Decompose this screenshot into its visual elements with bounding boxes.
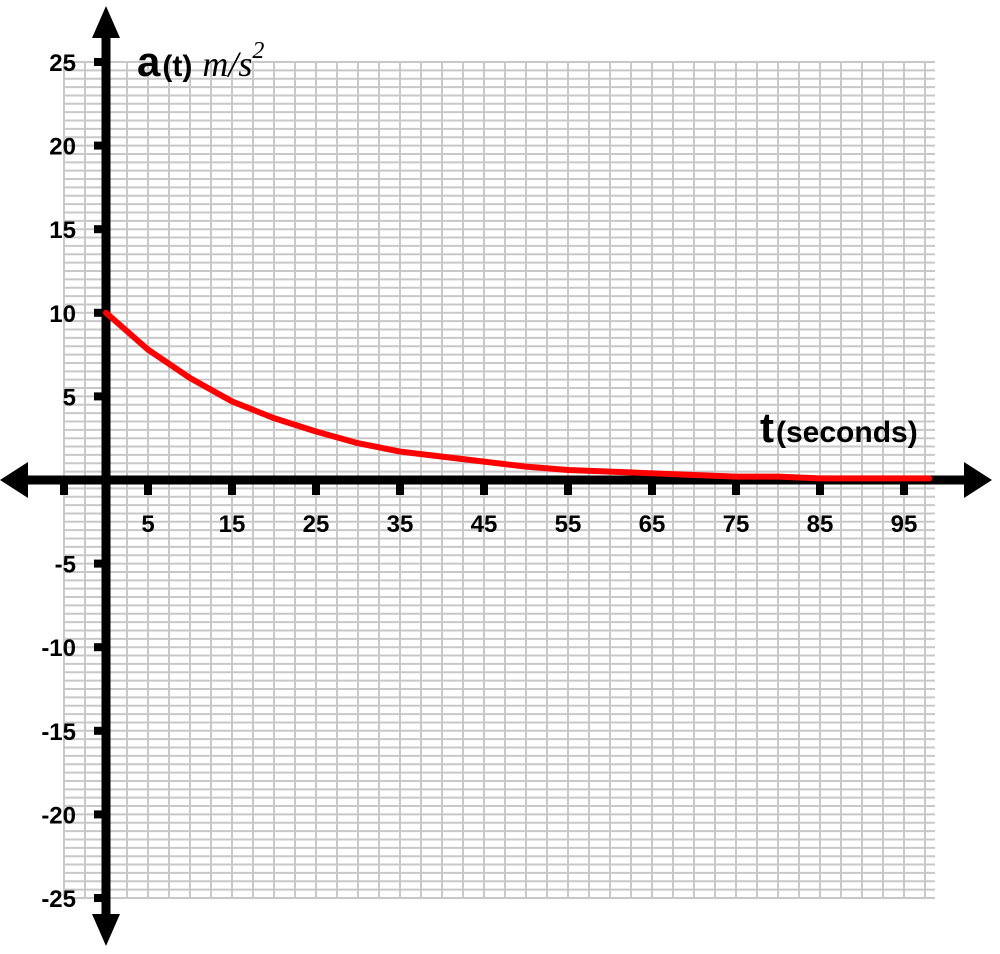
x-tick-label: 5 [141, 511, 154, 538]
x-tick [396, 477, 404, 495]
y-tick [94, 392, 104, 401]
x-tick-label: 75 [723, 511, 750, 538]
x-axis-title-main: t [760, 404, 774, 451]
ticks [60, 58, 908, 902]
x-tick-label: 55 [555, 511, 582, 538]
series [103, 309, 933, 482]
y-axis-arrow-bottom [92, 914, 120, 946]
x-axis-title: t(seconds) [760, 404, 918, 451]
y-tick-label: 25 [49, 50, 76, 77]
y-axis-title-sub: (t) [162, 50, 192, 83]
y-tick [94, 559, 104, 568]
x-tick [732, 477, 740, 495]
y-tick [94, 308, 104, 317]
x-tick [648, 477, 656, 495]
y-tick [94, 894, 104, 902]
x-tick [900, 477, 908, 495]
x-tick [228, 477, 236, 495]
x-tick-label: 95 [891, 511, 918, 538]
x-tick-label: 85 [807, 511, 834, 538]
y-tick-label: -5 [55, 552, 76, 579]
y-tick-label: 10 [49, 301, 76, 328]
x-tick [144, 477, 152, 495]
x-axis-title-sub: (seconds) [776, 416, 918, 449]
y-tick-label: -25 [41, 886, 76, 913]
y-tick-label: -15 [41, 719, 76, 746]
x-tick [480, 477, 488, 495]
x-tick-label: 25 [303, 511, 330, 538]
x-tick-label: 15 [219, 511, 246, 538]
y-tick-label: 15 [49, 217, 76, 244]
y-axis-unit: m/s [202, 44, 252, 84]
y-axis-unit-exponent: 2 [252, 38, 264, 64]
y-tick [94, 58, 104, 66]
y-tick [94, 141, 104, 150]
y-tick [94, 643, 104, 652]
y-tick [94, 810, 104, 819]
y-tick [94, 726, 104, 735]
x-tick-label: 65 [639, 511, 666, 538]
y-axis-title: a(t) m/s2 [137, 38, 264, 85]
x-tick [312, 477, 320, 495]
y-tick-label: 5 [63, 384, 76, 411]
y-tick-label: -20 [41, 802, 76, 829]
x-tick-label: 45 [471, 511, 498, 538]
x-tick-label: 35 [387, 511, 414, 538]
x-tick [60, 477, 68, 495]
x-tick [816, 477, 824, 495]
y-axis-arrow-top [92, 6, 120, 38]
y-axis-title-main: a [137, 38, 161, 85]
tick-labels: 5 15 25 35 45 55 65 75 85 95 25 20 15 10 5 -5 -10 -15 -20 -… [41, 50, 917, 913]
x-axis-arrow-right [964, 462, 992, 498]
y-tick [94, 225, 104, 234]
x-tick [564, 477, 572, 495]
y-tick-label: 20 [49, 134, 76, 161]
y-tick-label: -10 [41, 635, 76, 662]
x-axis-arrow-left [0, 462, 28, 498]
series-line [103, 309, 933, 482]
